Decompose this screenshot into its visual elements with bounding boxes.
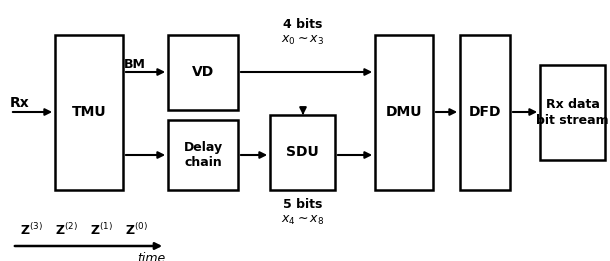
- Text: SDU: SDU: [286, 145, 319, 159]
- Text: $\mathbf{Z}^{(1)}$: $\mathbf{Z}^{(1)}$: [90, 222, 113, 238]
- Bar: [540, 65, 605, 160]
- Text: $x_4 \sim x_8$: $x_4 \sim x_8$: [281, 214, 325, 227]
- Text: $\mathbf{Z}^{(3)}$: $\mathbf{Z}^{(3)}$: [20, 222, 43, 238]
- Text: 4 bits: 4 bits: [283, 18, 323, 31]
- Text: time: time: [137, 252, 165, 261]
- Text: BM: BM: [124, 58, 146, 71]
- Text: VD: VD: [192, 66, 214, 80]
- Text: DFD: DFD: [468, 105, 501, 120]
- Bar: [270, 115, 335, 190]
- Text: 5 bits: 5 bits: [283, 198, 323, 211]
- Text: Delay
chain: Delay chain: [184, 141, 223, 169]
- Bar: [460, 35, 510, 190]
- Bar: [55, 35, 123, 190]
- Bar: [168, 35, 238, 110]
- Text: $\mathbf{Z}^{(2)}$: $\mathbf{Z}^{(2)}$: [55, 222, 78, 238]
- Text: DMU: DMU: [386, 105, 422, 120]
- Text: Rx data
bit stream: Rx data bit stream: [536, 98, 609, 127]
- Bar: [375, 35, 433, 190]
- Text: TMU: TMU: [72, 105, 106, 120]
- Text: $\mathbf{Z}^{(0)}$: $\mathbf{Z}^{(0)}$: [125, 222, 148, 238]
- Bar: [168, 120, 238, 190]
- Text: $x_0 \sim x_3$: $x_0 \sim x_3$: [281, 34, 325, 47]
- Text: Rx: Rx: [10, 96, 30, 110]
